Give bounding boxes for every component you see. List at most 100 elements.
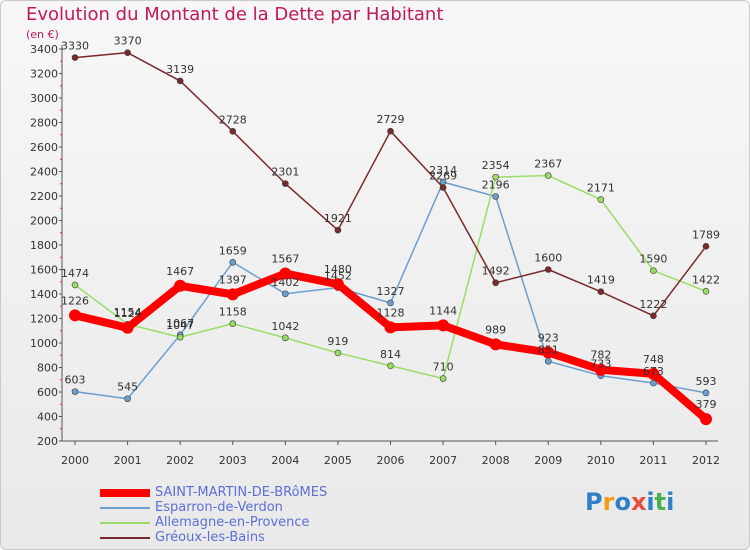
y-tick-label: 1000: [30, 337, 58, 350]
data-label: 1419: [587, 274, 615, 287]
data-label: 1600: [534, 252, 562, 265]
data-point: [334, 226, 342, 234]
data-label: 782: [590, 349, 611, 362]
data-label: 1154: [114, 306, 142, 319]
data-label: 989: [485, 323, 506, 336]
y-tick-label: 3000: [30, 92, 58, 105]
legend-label: Esparron-de-Verdon: [155, 500, 283, 515]
data-label: 545: [117, 381, 138, 394]
data-label: 1124: [114, 307, 142, 320]
data-point: [542, 346, 555, 359]
data-point: [492, 173, 499, 181]
data-point: [647, 367, 660, 380]
data-point: [650, 379, 657, 387]
legend-label: SAINT-MARTIN-DE-BRôMES: [155, 485, 328, 500]
data-label: 748: [643, 353, 664, 366]
data-point: [176, 77, 184, 85]
data-point: [702, 288, 710, 295]
data-point: [69, 309, 81, 322]
data-point: [229, 258, 237, 266]
data-point: [282, 180, 289, 187]
data-point: [387, 362, 394, 370]
x-tick-label: 2008: [482, 454, 510, 467]
y-tick-label: 1400: [30, 288, 58, 301]
data-label: 1226: [61, 294, 89, 307]
data-label: 710: [433, 361, 454, 374]
data-label: 1590: [639, 253, 667, 266]
data-label: 1158: [219, 306, 247, 319]
legend-swatch: [100, 489, 150, 497]
data-point: [226, 288, 239, 301]
x-tick-label: 2007: [429, 454, 457, 467]
x-tick-label: 2003: [219, 454, 247, 467]
data-label: 1047: [166, 319, 194, 332]
data-label: 1474: [61, 267, 89, 280]
data-label: 3330: [61, 40, 89, 53]
legend-label: Gréoux-les-Bains: [155, 530, 265, 545]
series-lines: [69, 49, 712, 426]
data-label: 851: [538, 343, 559, 356]
data-point: [124, 49, 131, 56]
x-tick-label: 2005: [324, 454, 352, 467]
y-tick-label: 3400: [30, 43, 58, 56]
data-point: [282, 290, 289, 298]
data-point: [176, 333, 184, 341]
legend-label: Allemagne-en-Provence: [155, 515, 310, 530]
data-label: 1144: [429, 304, 457, 317]
x-tick-label: 2010: [587, 454, 615, 467]
data-label: 1422: [692, 273, 720, 286]
data-point: [331, 278, 344, 291]
data-point: [229, 128, 237, 135]
logo-letter: x: [630, 488, 647, 516]
data-label: 2301: [271, 166, 299, 179]
proxiti-logo: Proxiti: [585, 488, 674, 516]
data-point: [71, 54, 79, 61]
data-point: [121, 321, 134, 334]
data-labels: 603 545 1067 1659 1402 1452 1327 2314 2196 851 733…: [61, 35, 720, 411]
data-label: 1452: [324, 270, 352, 283]
data-label: 733: [590, 358, 611, 371]
x-tick-label: 2004: [271, 454, 299, 467]
data-label: 2196: [482, 178, 510, 191]
data-point: [489, 338, 502, 351]
data-point: [387, 127, 394, 135]
x-tick-label: 2012: [692, 454, 720, 467]
data-point: [544, 172, 552, 179]
data-label: 2354: [482, 159, 510, 172]
y-tick-label: 2000: [30, 215, 58, 228]
legend-swatch: [100, 537, 150, 539]
logo-letter: r: [602, 488, 615, 516]
data-point: [124, 395, 131, 403]
data-label: 923: [538, 331, 559, 344]
y-tick-label: 2400: [30, 166, 58, 179]
data-point: [702, 389, 710, 397]
data-point: [334, 349, 342, 357]
data-point: [279, 267, 292, 280]
data-label: 2269: [429, 170, 457, 183]
chart-title: Evolution du Montant de la Dette par Hab…: [26, 4, 444, 25]
logo-letter: o: [614, 488, 631, 516]
y-tick-label: 200: [37, 435, 58, 448]
legend-swatch: [100, 522, 150, 524]
data-label: 1327: [377, 285, 405, 298]
y-tick-label: 2600: [30, 141, 58, 154]
data-point: [437, 319, 450, 332]
data-point: [492, 193, 499, 200]
data-label: 1659: [219, 244, 247, 257]
data-label: 1128: [377, 306, 405, 319]
y-tick-label: 2200: [30, 190, 58, 203]
data-label: 2729: [377, 113, 405, 126]
data-point: [594, 363, 607, 376]
data-point: [71, 388, 79, 395]
data-label: 673: [643, 365, 664, 378]
logo-letter: t: [654, 488, 667, 516]
data-label: 1921: [324, 212, 352, 225]
data-label: 1567: [271, 253, 299, 266]
data-label: 2728: [219, 113, 247, 126]
data-label: 3370: [114, 35, 142, 48]
data-label: 593: [696, 375, 717, 388]
data-label: 1789: [692, 228, 720, 241]
data-point: [282, 334, 289, 342]
